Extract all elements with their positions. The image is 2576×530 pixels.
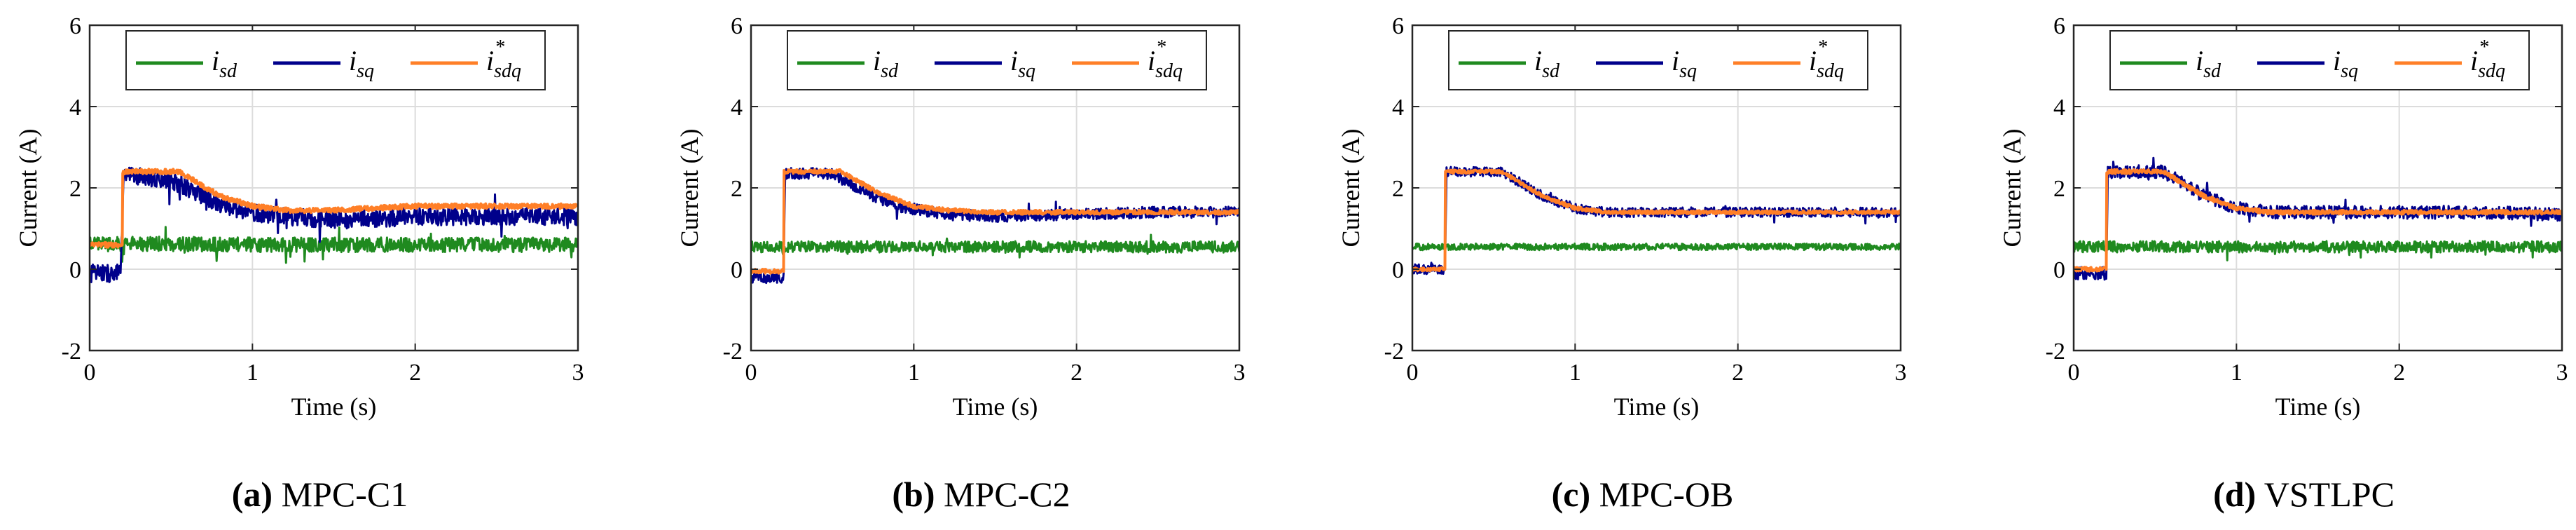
x-tick-label: 1: [2231, 360, 2243, 386]
y-tick-label: 6: [2053, 13, 2065, 39]
y-tick-label: -2: [1384, 339, 1404, 365]
legend-label: isdq*: [1809, 36, 1844, 82]
y-tick-label: -2: [2046, 339, 2065, 365]
x-tick-label: 2: [1070, 360, 1082, 386]
x-tick-label: 3: [1895, 360, 1907, 386]
series-line-isq: [2074, 156, 2562, 281]
x-tick-label: 2: [1732, 360, 1744, 386]
legend-box: [1448, 30, 1868, 90]
panel-caption: (c) MPC-OB: [1552, 475, 1734, 514]
series-line-isq: [90, 166, 578, 283]
series-line-isdq: [751, 168, 1239, 275]
x-tick-label: 0: [2068, 360, 2080, 386]
panel-caption: (d) VSTLPC: [2213, 475, 2395, 514]
legend-label: isdq*: [2470, 36, 2505, 82]
series-line-isq: [751, 167, 1239, 285]
legend-label: isdq*: [486, 36, 521, 82]
y-tick-label: -2: [62, 339, 81, 365]
x-axis-title: Time (s): [2275, 393, 2361, 421]
x-tick-label: 3: [1234, 360, 1246, 386]
legend-label: isd: [212, 45, 237, 82]
y-tick-label: 4: [731, 95, 743, 121]
x-axis-title: Time (s): [1614, 393, 1700, 421]
x-axis-title: Time (s): [953, 393, 1038, 421]
y-tick-label: 0: [69, 257, 81, 283]
x-tick-label: 1: [908, 360, 920, 386]
y-tick-label: 4: [2053, 95, 2065, 121]
x-tick-label: 0: [1407, 360, 1419, 386]
series-line-isd: [1412, 243, 1901, 252]
y-tick-label: 2: [1392, 176, 1404, 202]
y-tick-label: 2: [731, 176, 743, 202]
series-line-isd: [2074, 239, 2562, 261]
series-line-isdq: [90, 168, 578, 249]
legend-label: isq: [2333, 45, 2358, 82]
panel-caption: (b) MPC-C2: [892, 475, 1070, 514]
legend-label: isd: [1534, 45, 1560, 82]
y-tick-label: 6: [69, 13, 81, 39]
x-tick-label: 3: [2556, 360, 2568, 386]
y-axis-title: Current (A): [1337, 129, 1365, 247]
x-tick-label: 2: [409, 360, 421, 386]
legend-label: isdq*: [1148, 36, 1183, 82]
x-axis-title: Time (s): [291, 393, 377, 421]
y-tick-label: 0: [1392, 257, 1404, 283]
y-tick-label: 2: [2053, 176, 2065, 202]
y-tick-label: -2: [723, 339, 743, 365]
legend-box: [2109, 30, 2530, 90]
legend-label: isq: [349, 45, 374, 82]
legend-label: isq: [1010, 45, 1035, 82]
series-line-isdq: [1412, 168, 1901, 273]
legend-label: isd: [2196, 45, 2222, 82]
y-axis-title: Current (A): [1998, 129, 2026, 247]
series-line-isdq: [2074, 168, 2562, 273]
legend-box: [787, 30, 1207, 90]
y-axis-title: Current (A): [675, 129, 703, 247]
y-tick-label: 4: [1392, 95, 1404, 121]
x-tick-label: 3: [572, 360, 584, 386]
series-line-isq: [1412, 165, 1901, 276]
series-line-isd: [751, 233, 1239, 259]
legend-box: [125, 30, 546, 90]
y-tick-label: 0: [731, 257, 743, 283]
legend-label: isq: [1672, 45, 1697, 82]
x-tick-label: 1: [1569, 360, 1581, 386]
y-axis-title: Current (A): [14, 129, 42, 247]
y-tick-label: 6: [1392, 13, 1404, 39]
y-tick-label: 0: [2053, 257, 2065, 283]
x-tick-label: 0: [745, 360, 757, 386]
panel-caption: (a) MPC-C1: [232, 475, 408, 514]
x-tick-label: 0: [84, 360, 96, 386]
y-tick-label: 2: [69, 176, 81, 202]
x-tick-label: 1: [247, 360, 259, 386]
y-tick-label: 4: [69, 95, 81, 121]
y-tick-label: 6: [731, 13, 743, 39]
series-line-isd: [90, 226, 578, 264]
x-tick-label: 2: [2393, 360, 2405, 386]
legend-label: isd: [873, 45, 899, 82]
